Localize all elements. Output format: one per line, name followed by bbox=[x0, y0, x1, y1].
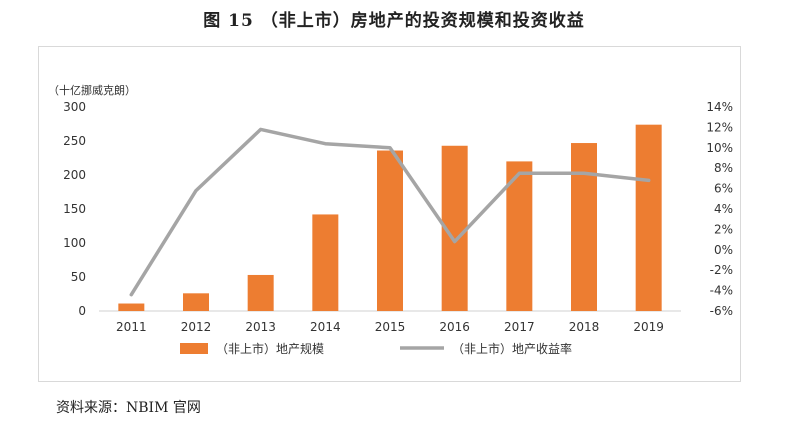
bar bbox=[635, 124, 662, 312]
right-tick-label: 4% bbox=[714, 202, 733, 216]
right-tick-label: 0% bbox=[714, 243, 733, 257]
x-tick-label: 2012 bbox=[181, 320, 212, 334]
x-tick-label: 2016 bbox=[439, 320, 470, 334]
chart-title: 图 15 （非上市）房地产的投资规模和投资收益 bbox=[203, 11, 585, 31]
bars-group bbox=[118, 124, 662, 312]
x-tick-label: 2014 bbox=[310, 320, 341, 334]
chart-frame bbox=[38, 46, 741, 382]
x-tick-label: 2013 bbox=[245, 320, 276, 334]
x-tick-label: 2015 bbox=[375, 320, 406, 334]
left-tick-label: 300 bbox=[63, 100, 86, 114]
right-tick-label: 12% bbox=[706, 120, 733, 134]
left-tick-label: 150 bbox=[63, 202, 86, 216]
legend: （非上市）地产规模 （非上市）地产收益率 bbox=[180, 341, 572, 356]
axes-group: 0 50 100 150 200 250 300 -6% -4% -2% 0% 2% 4% 6% 8% 10%… bbox=[63, 100, 733, 334]
source-note: 资料来源：NBIM 官网 bbox=[56, 400, 201, 416]
legend-label-line: （非上市）地产收益率 bbox=[452, 341, 572, 356]
legend-swatch-bar bbox=[180, 343, 208, 354]
right-tick-label: 10% bbox=[706, 141, 733, 155]
left-axis-unit-label: （十亿挪威克朗） bbox=[48, 83, 136, 97]
legend-label-bar: （非上市）地产规模 bbox=[216, 341, 324, 356]
bar bbox=[312, 214, 339, 311]
x-tick-label: 2018 bbox=[569, 320, 600, 334]
right-tick-label: -4% bbox=[710, 284, 733, 298]
bar bbox=[377, 150, 403, 311]
x-tick-label: 2011 bbox=[116, 320, 147, 334]
line-group bbox=[129, 127, 651, 297]
bar bbox=[118, 303, 145, 311]
right-tick-label: 14% bbox=[706, 100, 733, 114]
right-tick-label: -2% bbox=[710, 263, 733, 277]
bar bbox=[183, 293, 209, 311]
left-tick-label: 0 bbox=[78, 304, 86, 318]
bar bbox=[571, 143, 597, 311]
left-tick-label: 250 bbox=[63, 134, 86, 148]
bar bbox=[506, 161, 533, 311]
left-tick-label: 200 bbox=[63, 168, 86, 182]
right-tick-label: 8% bbox=[714, 161, 733, 175]
x-tick-label: 2019 bbox=[633, 320, 664, 334]
left-tick-label: 100 bbox=[63, 236, 86, 250]
right-tick-label: 6% bbox=[714, 182, 733, 196]
left-tick-label: 50 bbox=[71, 270, 86, 284]
right-tick-label: -6% bbox=[710, 304, 733, 318]
x-tick-label: 2017 bbox=[504, 320, 535, 334]
right-tick-label: 2% bbox=[714, 222, 733, 236]
bar bbox=[247, 274, 274, 311]
